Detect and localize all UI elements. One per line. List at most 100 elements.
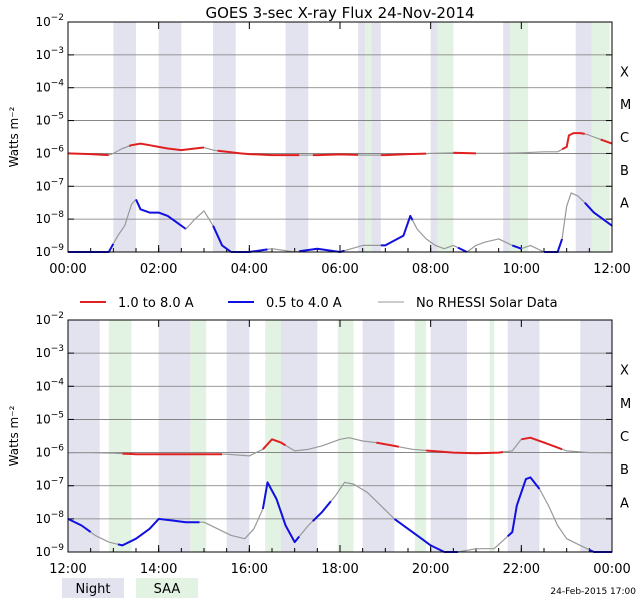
night-band [68, 320, 100, 552]
y-tick-label: 10−2 [35, 13, 64, 29]
short-channel-line [344, 244, 381, 252]
generated-timestamp: 24-Feb-2015 17:00 [550, 587, 636, 597]
saa-band [437, 22, 454, 252]
x-tick-label: 02:00 [140, 262, 177, 277]
short-channel-line [466, 238, 513, 253]
flare-class-label: M [620, 397, 631, 412]
long-channel-line [561, 448, 612, 454]
flare-class-label: A [620, 496, 629, 511]
short-channel-line [199, 508, 264, 540]
legend-short-label: 0.5 to 4.0 A [266, 296, 342, 311]
x-tick-label: 04:00 [231, 262, 268, 277]
x-tick-label: 16:00 [231, 562, 268, 577]
series-legend: 1.0 to 8.0 A 0.5 to 4.0 A No RHESSI Sola… [80, 296, 558, 311]
x-tick-label: 08:00 [412, 262, 449, 277]
short-channel-line [457, 535, 509, 553]
night-legend-box [62, 578, 124, 598]
saa-band [510, 22, 529, 252]
saa-band [414, 320, 427, 552]
y-tick-label: 10−5 [35, 410, 64, 426]
long-channel-line [476, 148, 563, 154]
short-channel-line [507, 476, 541, 538]
y-tick-label: 10−7 [35, 477, 64, 493]
y-axis-label: Watts m⁻² [7, 106, 21, 167]
top-panel-plot: 10−9 10−8 10−7 10−6 10−5 10−4 10−3 10−2 Watts m⁻… [7, 13, 631, 277]
y-tick-label: 10−4 [35, 79, 64, 95]
band-legend: Night SAA [62, 578, 198, 598]
chart-title: GOES 3-sec X-ray Flux 24-Nov-2014 [205, 4, 474, 22]
long-channel-line [380, 152, 427, 157]
night-band [430, 320, 467, 552]
flare-class-label: B [620, 164, 629, 179]
long-channel-line [67, 152, 109, 157]
short-channel-line [298, 520, 314, 537]
saa-band [108, 320, 132, 552]
y-tick-label: 10−3 [35, 46, 64, 62]
flare-class-label: B [620, 463, 629, 478]
night-legend-label: Night [76, 582, 111, 597]
short-channel-line [330, 481, 395, 520]
long-channel-line [108, 145, 130, 156]
short-channel-line [261, 481, 300, 544]
x-tick-label: 18:00 [321, 562, 358, 577]
x-tick-label: 14:00 [140, 562, 177, 577]
short-channel-line [67, 518, 92, 533]
saa-band [190, 320, 207, 552]
y-tick-label: 10−4 [35, 377, 64, 393]
x-tick-label: 00:00 [593, 562, 630, 577]
long-channel-line [561, 132, 585, 151]
long-channel-line [312, 153, 359, 157]
night-band [507, 320, 540, 552]
short-channel-line [511, 244, 522, 250]
y-tick-label: 10−6 [35, 444, 64, 460]
saa-legend-box [136, 578, 198, 598]
y-tick-label: 10−9 [35, 243, 64, 259]
long-channel-line [203, 146, 218, 152]
long-channel-line [128, 142, 205, 152]
short-channel-line [538, 488, 590, 551]
night-band [213, 22, 236, 252]
short-channel-line [135, 198, 187, 230]
long-channel-line [376, 441, 400, 448]
flare-class-label: M [620, 98, 631, 113]
long-channel-line [584, 133, 601, 141]
saa-band [265, 320, 282, 552]
x-tick-label: 20:00 [412, 562, 449, 577]
short-channel-line [561, 192, 586, 239]
long-channel-line [600, 138, 613, 145]
x-tick-label: 06:00 [321, 262, 358, 277]
flare-class-label: C [620, 430, 629, 445]
flare-class-label: C [620, 131, 629, 146]
saa-band [489, 320, 495, 552]
night-band [158, 22, 182, 252]
short-channel-line [521, 244, 545, 253]
long-channel-line [398, 446, 427, 452]
short-channel-line [117, 517, 200, 547]
long-channel-line [521, 436, 563, 451]
y-tick-label: 10−6 [35, 144, 64, 160]
saa-band [337, 320, 354, 552]
long-channel-line [217, 149, 300, 157]
long-channel-line [122, 452, 223, 456]
y-tick-label: 10−2 [35, 311, 64, 327]
short-channel-line [90, 531, 119, 545]
y-tick-label: 10−9 [35, 543, 64, 559]
flare-class-label: X [620, 364, 629, 379]
saa-band [591, 22, 610, 252]
short-channel-line [185, 210, 214, 230]
y-axis-label: Watts m⁻² [7, 405, 21, 466]
short-channel-line [411, 219, 459, 250]
y-tick-label: 10−7 [35, 177, 64, 193]
flare-class-label: A [620, 197, 629, 212]
x-tick-label: 12:00 [593, 262, 630, 277]
short-channel-line [380, 214, 414, 247]
long-channel-line [503, 438, 522, 453]
y-tick-label: 10−3 [35, 344, 64, 360]
bottom-panel-plot: 10−9 10−8 10−7 10−6 10−5 10−4 10−3 10−2 Watts m⁻… [7, 311, 631, 577]
legend-long-label: 1.0 to 8.0 A [118, 296, 194, 311]
y-tick-label: 10−8 [35, 210, 64, 226]
night-band [575, 22, 594, 252]
x-tick-label: 00:00 [49, 262, 86, 277]
saa-legend-label: SAA [154, 582, 181, 597]
